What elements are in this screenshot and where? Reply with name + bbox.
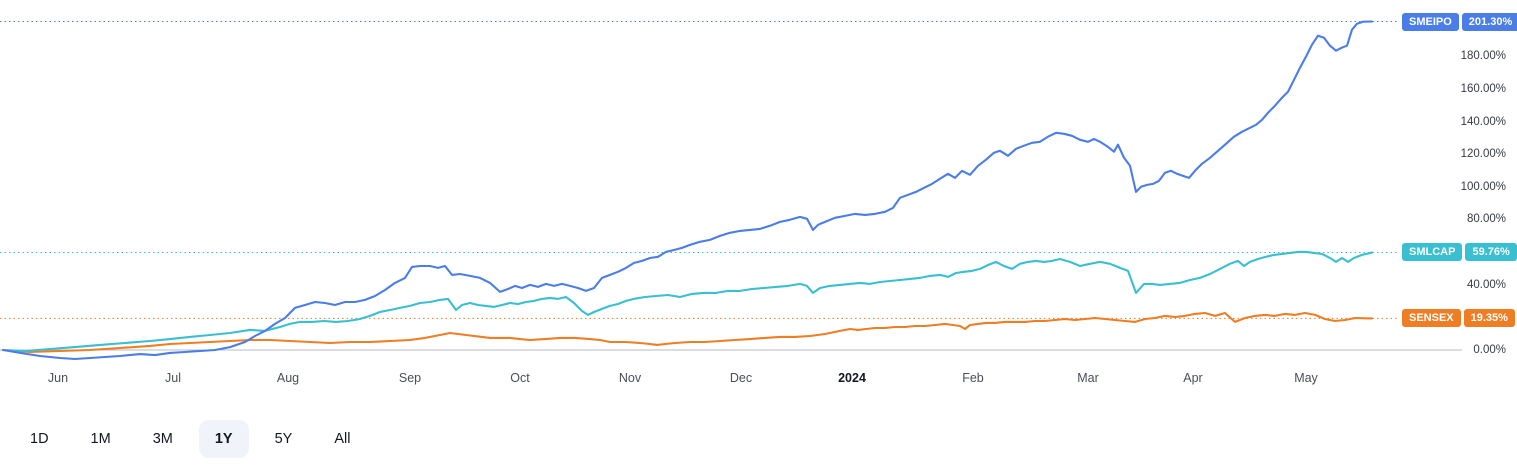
range-toolbar: 1D 1M 3M 1Y 5Y All [14,420,366,458]
range-button-3m[interactable]: 3M [137,420,189,458]
x-axis-label-apr: Apr [1183,371,1203,385]
series-value-label: 59.76% [1465,243,1517,262]
x-axis-label-mar: Mar [1077,371,1099,385]
y-axis-label: 100.00% [1460,180,1506,193]
smeipo-line-series [1,20,1374,361]
series-name-label: SENSEX [1402,309,1461,328]
series-name-label: SMLCAP [1402,243,1463,262]
y-axis-label: 180.00% [1460,50,1506,63]
x-axis-label-sep: Sep [398,371,422,385]
y-axis-label: 0.00% [1473,344,1506,356]
x-axis-label-oct: Oct [510,371,530,385]
x-axis-label-jul: Jul [165,371,181,385]
y-axis-label: 80.00% [1466,213,1506,226]
price-badge-smeipo: SMEIPO 201.30% [1402,12,1517,31]
y-axis-label: 120.00% [1460,148,1506,161]
price-badge-smlcap: SMLCAP 59.76% [1402,243,1517,262]
range-button-1d[interactable]: 1D [14,420,65,458]
range-button-all[interactable]: All [318,420,366,458]
x-axis-label-2024: 2024 [838,371,866,385]
x-axis-label-feb: Feb [962,371,984,385]
price-badge-sensex: SENSEX 19.35% [1402,309,1515,328]
y-axis-label: 160.00% [1460,82,1506,95]
y-axis-label: 40.00% [1466,278,1506,291]
x-axis-label-aug: Aug [276,371,300,385]
y-axis-label: 140.00% [1460,115,1506,128]
range-button-1y[interactable]: 1Y [198,420,249,458]
series-name-label: SMEIPO [1402,12,1459,31]
x-axis-label-jun: Jun [47,371,69,385]
range-button-1m[interactable]: 1M [75,420,127,458]
smlcap-line-series [1,250,1374,353]
x-axis-label-dec: Dec [729,371,753,385]
x-axis-label-may: May [1294,371,1318,385]
sensex-line-series [1,311,1374,354]
series-value-label: 19.35% [1463,309,1515,328]
range-button-5y[interactable]: 5Y [259,420,309,458]
x-axis-label-nov: Nov [618,371,642,385]
series-value-label: 201.30% [1461,12,1517,31]
